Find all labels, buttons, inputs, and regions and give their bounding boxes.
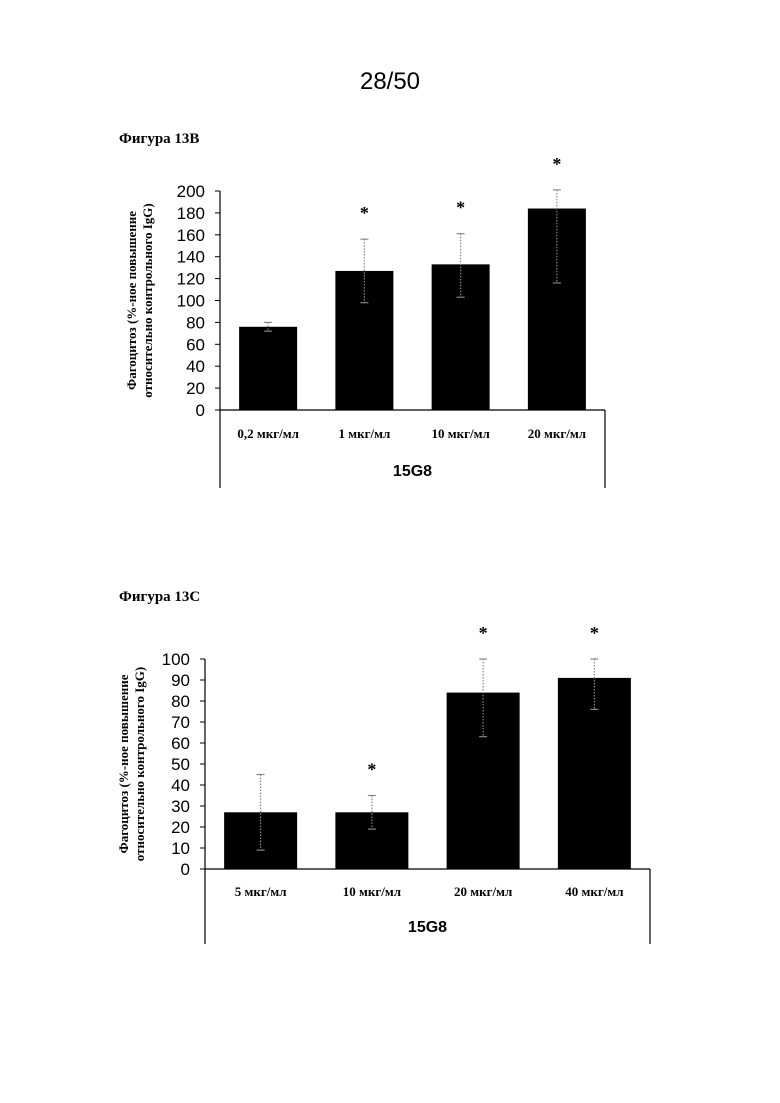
y-tick-label: 10 [171,839,190,858]
y-tick-label: 100 [162,650,190,669]
figure-13c-label: Фигура 13C [119,589,200,606]
category-label: 20 мкг/мл [454,884,512,899]
y-axis-label-line: Фагоцитоз (%-ное повышение [124,211,139,390]
group-label: 15G8 [408,919,447,936]
y-tick-label: 40 [171,776,190,795]
category-label: 5 мкг/мл [235,884,287,899]
y-tick-label: 40 [186,357,205,376]
category-label: 0,2 мкг/мл [237,426,299,441]
y-tick-label: 120 [177,270,205,289]
y-tick-label: 20 [171,818,190,837]
y-axis-label-line: Фагоцитоз (%-ное повышение [116,674,131,853]
y-tick-label: 100 [177,292,205,311]
figure-13b-label: Фигура 13B [119,131,199,148]
y-tick-label: 50 [171,755,190,774]
significance-marker: * [552,154,561,174]
bar [432,264,490,410]
y-axis-label-line: относительно контрольного IgG) [132,667,147,861]
significance-marker: * [360,203,369,223]
chart-figure-13c: 0 10 20 30 40 50 60 70 80 90 100 5 мкг/мл * 10 мкг/мл… [0,640,780,960]
y-tick-label: 180 [177,204,205,223]
significance-marker: * [456,198,465,218]
category-label: 1 мкг/мл [338,426,390,441]
significance-marker: * [479,623,488,643]
y-tick-label: 80 [171,692,190,711]
y-tick-label: 60 [186,335,205,354]
category-label: 10 мкг/мл [431,426,489,441]
y-tick-label: 90 [171,671,190,690]
y-tick-label: 60 [171,734,190,753]
y-tick-label: 0 [181,860,190,879]
category-label: 10 мкг/мл [343,884,401,899]
y-tick-label: 0 [196,401,205,420]
group-label: 15G8 [393,463,432,480]
category-label: 20 мкг/мл [528,426,586,441]
category-label: 40 мкг/мл [565,884,623,899]
significance-marker: * [367,760,376,780]
y-tick-label: 200 [177,182,205,201]
y-tick-label: 70 [171,713,190,732]
y-tick-label: 140 [177,248,205,267]
y-tick-label: 20 [186,379,205,398]
y-axis-label-line: относительно контрольного IgG) [140,203,155,397]
significance-marker: * [590,623,599,643]
y-tick-label: 160 [177,226,205,245]
y-tick-label: 80 [186,313,205,332]
bar [335,271,393,410]
y-axis-label: Фагоцитоз (%-ное повышениеотносительно к… [116,667,147,861]
bar [558,678,631,869]
bar [239,327,297,410]
chart-figure-13b: 0 20 40 60 80 100 120 140 160 180 200 0,2 мкг/мл * 1 … [0,170,780,510]
page-number: 28/50 [0,68,780,96]
y-axis-label: Фагоцитоз (%-ное повышениеотносительно к… [124,203,155,397]
y-tick-label: 30 [171,797,190,816]
